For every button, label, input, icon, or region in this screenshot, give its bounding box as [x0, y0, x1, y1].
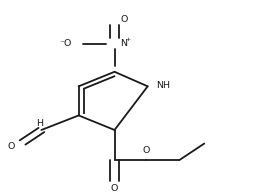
Text: +: + [125, 37, 130, 42]
Text: O: O [120, 15, 128, 24]
Text: O: O [7, 142, 15, 151]
Text: O: O [143, 146, 150, 155]
Text: ⁻O: ⁻O [59, 39, 72, 48]
Text: NH: NH [156, 81, 170, 90]
Text: H: H [36, 119, 43, 128]
Text: N: N [121, 39, 128, 48]
Text: O: O [111, 184, 118, 193]
